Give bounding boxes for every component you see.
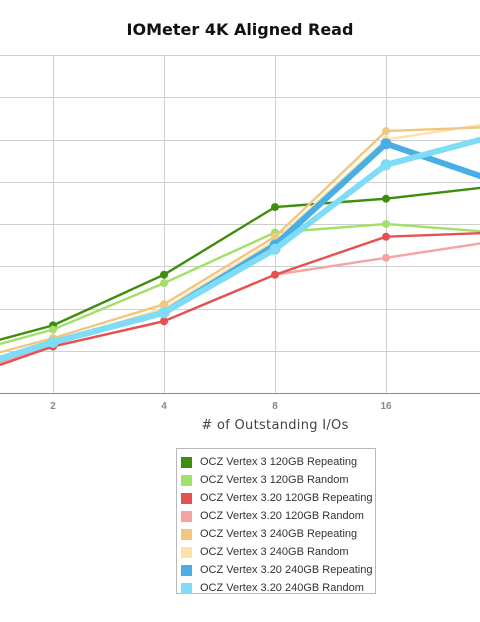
legend-item: OCZ Vertex 3 120GB Repeating	[177, 453, 375, 471]
series-group	[0, 123, 480, 367]
legend-swatch	[181, 564, 192, 576]
legend-label: OCZ Vertex 3.20 120GB Repeating	[200, 492, 373, 504]
series-ocz-vertex-3-20-240gb-random	[0, 136, 480, 362]
legend-label: OCZ Vertex 3 240GB Random	[200, 546, 349, 558]
series-ocz-vertex-3-20-240gb-repeating	[0, 138, 480, 362]
data-point	[382, 232, 390, 241]
data-point	[382, 127, 390, 136]
legend-item: OCZ Vertex 3 240GB Repeating	[177, 525, 375, 543]
series-ocz-vertex-3-20-120gb-repeating	[0, 231, 480, 367]
series-line	[0, 222, 480, 346]
chart-title: IOMeter 4K Aligned Read	[126, 20, 354, 39]
series-line	[0, 136, 480, 362]
legend-item: OCZ Vertex 3 240GB Random	[177, 543, 375, 561]
data-point	[158, 307, 170, 319]
legend-label: OCZ Vertex 3.20 240GB Random	[200, 582, 364, 594]
x-tick-labels: 2 4 8 16	[50, 401, 392, 410]
legend-swatch	[181, 456, 192, 468]
x-tick-label: 16	[380, 401, 392, 410]
series-ocz-vertex-3-240gb-repeating	[0, 126, 480, 354]
legend-item: OCZ Vertex 3.20 240GB Repeating	[177, 561, 375, 579]
legend-swatch	[181, 492, 192, 504]
series-line	[0, 126, 480, 354]
legend-swatch	[181, 582, 192, 594]
legend-item: OCZ Vertex 3 120GB Random	[177, 471, 375, 489]
data-point	[271, 270, 279, 279]
legend-swatch	[181, 510, 192, 522]
data-point	[382, 194, 390, 203]
data-point	[160, 270, 168, 279]
data-point	[160, 279, 168, 288]
legend-swatch	[181, 546, 192, 558]
data-point	[269, 243, 281, 255]
data-point	[271, 232, 279, 241]
data-point	[49, 325, 57, 334]
data-point	[160, 317, 168, 326]
plot-area: 2 4 8 16	[0, 55, 480, 410]
legend-item: OCZ Vertex 3.20 120GB Random	[177, 507, 375, 525]
legend-item: OCZ Vertex 3.20 120GB Repeating	[177, 489, 375, 507]
data-point	[47, 336, 59, 348]
legend-item: OCZ Vertex 3.20 240GB Random	[177, 579, 375, 597]
legend: OCZ Vertex 3 120GB Repeating OCZ Vertex 3…	[176, 448, 376, 594]
legend-label: OCZ Vertex 3 240GB Repeating	[200, 528, 358, 540]
data-point	[382, 220, 390, 228]
legend-label: OCZ Vertex 3 120GB Repeating	[200, 456, 358, 468]
legend-label: OCZ Vertex 3 120GB Random	[200, 474, 349, 486]
data-point	[380, 138, 392, 150]
legend-swatch	[181, 528, 192, 540]
x-axis-label: # of Outstanding I/Os	[201, 418, 349, 433]
data-point	[160, 300, 168, 309]
series-line	[0, 231, 480, 367]
data-point	[382, 253, 390, 262]
series-line	[0, 186, 480, 341]
legend-label: OCZ Vertex 3.20 240GB Repeating	[200, 564, 373, 576]
legend-swatch	[181, 474, 192, 486]
x-tick-label: 2	[50, 401, 56, 410]
data-point	[380, 159, 392, 171]
x-tick-label: 8	[272, 401, 278, 410]
legend-label: OCZ Vertex 3.20 120GB Random	[200, 510, 364, 522]
x-tick-label: 4	[161, 401, 167, 410]
data-point	[271, 203, 279, 212]
